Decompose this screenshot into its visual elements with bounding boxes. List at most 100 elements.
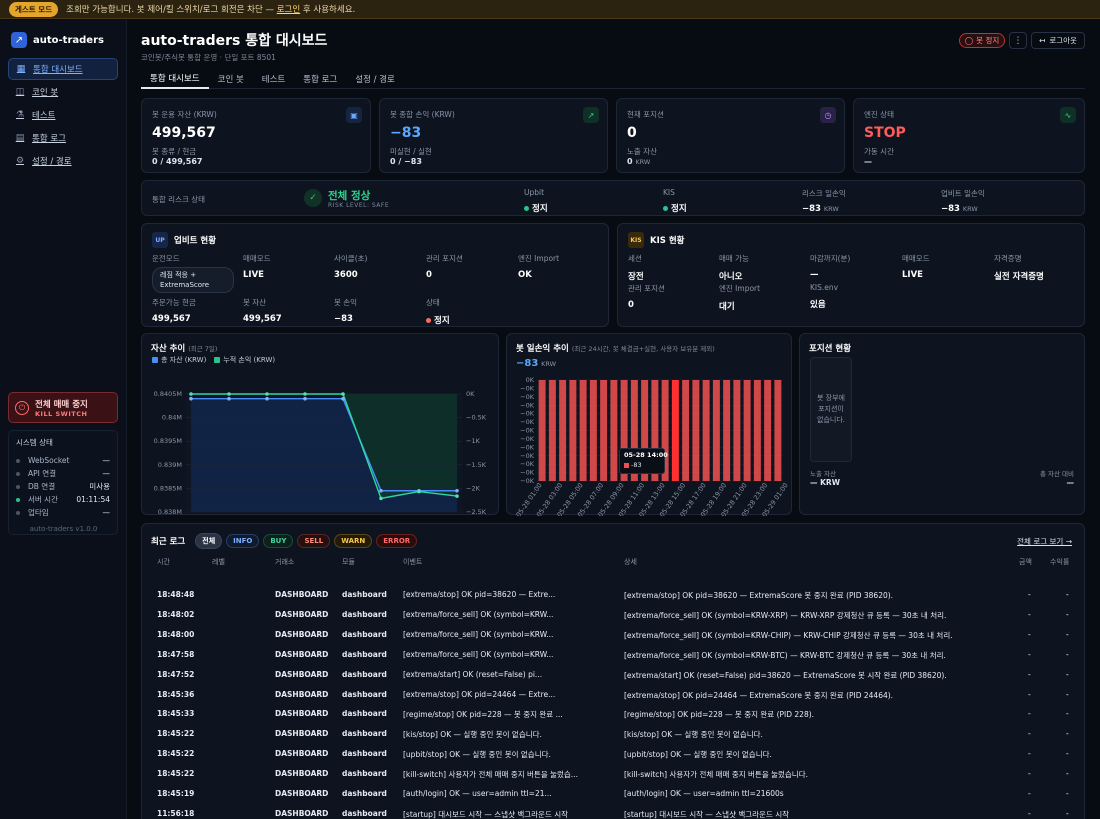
kpi-card-positions: 현재 포지션 ◷ 0 노출 자산 0 KRW — [616, 98, 845, 173]
sidebar-item-settings[interactable]: ⚙ 설정 / 경로 — [15, 156, 72, 167]
kpi-value: −83 — [390, 125, 422, 141]
more-menu-button[interactable]: ⋮ — [1009, 32, 1027, 49]
log-detail: [extrema/start] OK (reset=False) pid=386… — [624, 670, 947, 680]
log-row[interactable]: 18:45:19INFODASHBOARDdashboard[auth/logi… — [142, 784, 1085, 804]
upbit-state: 상태 정지 — [426, 298, 450, 326]
kis-credentials: 자격증명 실전 자격증명 — [994, 254, 1044, 282]
log-module: dashboard — [342, 689, 387, 699]
pnl-chart-value: −83 KRW — [516, 358, 557, 369]
log-amount: - — [1028, 709, 1031, 719]
filter-error[interactable]: ERROR — [376, 534, 418, 548]
y-right-tick: −0.5K — [466, 414, 487, 422]
log-row[interactable]: 18:45:22INFODASHBOARDdashboard[upbit/sto… — [142, 744, 1085, 764]
status-dot — [16, 497, 20, 502]
log-row[interactable]: 18:48:48INFODASHBOARDdashboard[extrema/s… — [142, 585, 1085, 605]
kpi-card-pnl: 봇 종합 손익 (KRW) ↗ −83 미실현 / 실현 0 / −83 — [379, 98, 608, 173]
risk-status-bar: 통합 리스크 상태 ✓ 전체 정상 RISK LEVEL: SAFE Upbit… — [141, 180, 1085, 216]
log-pnl: - — [1066, 669, 1069, 679]
kill-switch-button[interactable]: ⏻ 전체 매매 중지 KILL SWITCH — [8, 392, 118, 423]
log-detail: [regime/stop] OK pid=228 — 봇 중지 완료 (PID … — [624, 710, 815, 720]
pnl-bar — [538, 380, 546, 481]
kis-env: KIS.env 있음 — [810, 283, 839, 310]
log-exchange: DASHBOARD — [275, 709, 329, 719]
total-assets-area — [191, 398, 457, 512]
log-exchange: DASHBOARD — [275, 749, 329, 759]
risk-status: 전체 정상 — [328, 190, 371, 202]
log-row[interactable]: 11:56:18INFODASHBOARDdashboard[startup] … — [142, 804, 1085, 819]
tab-test[interactable]: 테스트 — [261, 74, 286, 85]
recent-logs-panel: 최근 로그 전체 INFO BUY SELL WARN ERROR 전체 로그 … — [141, 523, 1085, 819]
pnl-bar — [723, 380, 731, 481]
sidebar-item-dashboard[interactable]: ▦ 통합 대시보드 — [8, 58, 118, 80]
log-amount: - — [1028, 649, 1031, 659]
filter-warn[interactable]: WARN — [334, 534, 373, 548]
bot-stop-button[interactable]: ◯ 봇 정지 — [959, 33, 1005, 48]
ratio-value: — — [1066, 478, 1075, 487]
log-row[interactable]: 18:45:33INFODASHBOARDdashboard[regime/st… — [142, 704, 1085, 724]
filter-buy[interactable]: BUY — [263, 534, 294, 548]
tab-coin-bot[interactable]: 코인 봇 — [217, 74, 244, 85]
kpi-value: STOP — [864, 125, 906, 141]
kill-switch-title: 전체 매매 중지 — [35, 399, 88, 410]
y-right-tick: −1.5K — [466, 461, 487, 469]
log-detail: [extrema/stop] OK pid=24464 — ExtremaSco… — [624, 690, 894, 700]
pnl-bar — [702, 380, 710, 481]
app-logo[interactable]: ↗ auto-traders — [11, 32, 104, 48]
cum-pnl-area — [191, 394, 457, 499]
x-tick: 05-22 — [182, 515, 201, 516]
view-all-logs-link[interactable]: 전체 로그 보기 → — [1017, 537, 1072, 546]
log-detail: [startup] 대시보드 시작 — 스냅샷 백그라운드 시작 — [624, 809, 790, 819]
y-tick: −0K — [520, 410, 535, 418]
log-row[interactable]: 18:48:02INFODASHBOARDdashboard[extrema/f… — [142, 605, 1085, 625]
kill-switch-sub: KILL SWITCH — [35, 409, 88, 418]
positions-panel: 포지션 현황 봇 장부에 포지션이 없습니다. 노출 자산 — KRW 총 자산… — [799, 333, 1085, 515]
log-module: dashboard — [342, 590, 387, 599]
pnl-bar — [743, 380, 751, 481]
pnl-bar — [774, 380, 782, 481]
upbit-managed-positions: 관리 포지션 0 — [426, 254, 463, 280]
sidebar-nav: ▦ 통합 대시보드 ◫ 코인 봇 ⚗ 테스트 ▤ 통합 로그 ⚙ 설정 / 경로 — [8, 58, 118, 173]
log-row[interactable]: 18:45:36INFODASHBOARDdashboard[extrema/s… — [142, 685, 1085, 705]
tab-settings[interactable]: 설정 / 경로 — [355, 74, 395, 85]
y-left-tick: 0.838M — [158, 508, 182, 516]
log-module: dashboard — [342, 709, 387, 719]
log-exchange: DASHBOARD — [275, 609, 329, 619]
log-row[interactable]: 18:47:52INFODASHBOARDdashboard[extrema/s… — [142, 665, 1085, 685]
log-module: dashboard — [342, 629, 387, 639]
log-row[interactable]: 18:45:22WARNINGDASHBOARDdashboard[kill-s… — [142, 764, 1085, 784]
log-pnl: - — [1066, 789, 1069, 798]
log-row[interactable]: 18:47:58INFODASHBOARDdashboard[extrema/f… — [142, 645, 1085, 665]
log-module: dashboard — [342, 649, 387, 659]
kis-managed-positions: 관리 포지션 0 — [628, 284, 665, 310]
tab-dashboard[interactable]: 통합 대시보드 — [141, 68, 209, 89]
kpi-card-engine: 엔진 상태 ∿ STOP 가동 시간 — — [853, 98, 1085, 173]
log-module: dashboard — [342, 729, 387, 739]
log-amount: - — [1028, 689, 1031, 699]
pnl-bar — [600, 380, 608, 481]
y-left-tick: 0.8395M — [154, 437, 182, 445]
log-row[interactable]: 18:48:00INFODASHBOARDdashboard[extrema/f… — [142, 625, 1085, 645]
filter-info[interactable]: INFO — [226, 534, 260, 548]
y-tick: −0K — [520, 393, 535, 401]
login-link[interactable]: 로그인 — [276, 5, 301, 15]
sidebar-item-test[interactable]: ⚗ 테스트 — [15, 110, 56, 121]
sidebar-item-logs[interactable]: ▤ 통합 로그 — [15, 133, 66, 144]
log-row[interactable]: 18:45:22INFODASHBOARDdashboard[kis/stop]… — [142, 724, 1085, 744]
log-amount: - — [1028, 808, 1031, 818]
log-time: 18:45:36 — [157, 689, 195, 699]
log-time: 18:48:00 — [157, 629, 195, 639]
trend-up-icon: ↗ — [583, 107, 599, 123]
guest-banner-text: 조회만 가능합니다. 봇 제어/킬 스위치/로그 회전은 차단 — 로그인 후 … — [66, 5, 356, 15]
y-tick: 0K — [526, 376, 535, 384]
upbit-run-mode: 운전모드 레짐 적응 + ExtremaScore — [152, 253, 234, 293]
pnl-bar — [682, 380, 690, 481]
exposure-value: — KRW — [810, 478, 840, 487]
log-module: dashboard — [342, 808, 387, 818]
filter-all[interactable]: 전체 — [195, 533, 223, 549]
logout-button[interactable]: ↤ 로그아웃 — [1031, 32, 1085, 49]
pnl-bar — [630, 380, 638, 481]
filter-sell[interactable]: SELL — [297, 534, 331, 548]
asset-chart-svg: 0.838M 0.8385M 0.839M 0.8395M 0.84M 0.8405M 0K… — [154, 390, 487, 516]
tab-logs[interactable]: 통합 로그 — [303, 74, 338, 85]
sidebar-item-coin-bot[interactable]: ◫ 코인 봇 — [15, 87, 59, 98]
